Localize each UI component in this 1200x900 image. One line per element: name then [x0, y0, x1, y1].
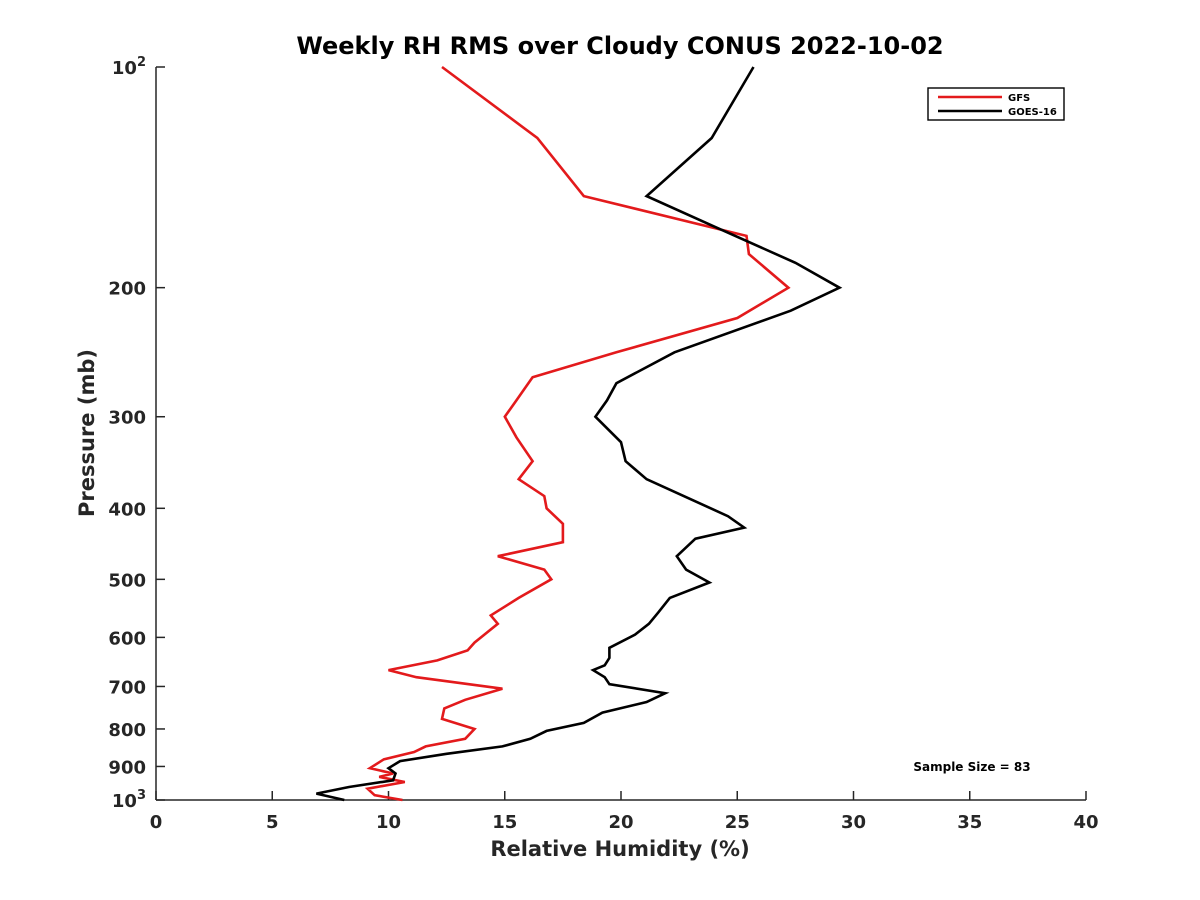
y-tick-label-4: 500 — [108, 570, 146, 591]
x-axis-label: Relative Humidity (%) — [490, 837, 749, 861]
x-tick-label-8: 40 — [1073, 812, 1098, 833]
plot-area: 0 5 10 15 20 25 30 35 40 102 200 300 400 500 600 700 80… — [108, 55, 1098, 833]
sample-size-annotation: Sample Size = 83 — [913, 760, 1030, 774]
series-line-gfs — [364, 65, 791, 802]
chart-title: Weekly RH RMS over Cloudy CONUS 2022-10-… — [296, 32, 943, 60]
legend: GFS GOES-16 — [927, 87, 1065, 121]
x-tick-label-0: 0 — [150, 812, 163, 833]
legend-label-gfs: GFS — [1008, 93, 1030, 104]
x-axis-ticks: 0 5 10 15 20 25 30 35 40 — [150, 791, 1099, 833]
y-tick-label-2: 300 — [108, 408, 146, 429]
x-tick-label-1: 5 — [266, 812, 279, 833]
y-tick-label-5: 600 — [108, 628, 146, 649]
legend-label-goes16: GOES-16 — [1008, 107, 1057, 118]
x-tick-label-6: 30 — [841, 812, 866, 833]
legend-box — [927, 87, 1065, 121]
y-tick-label-7: 800 — [108, 720, 146, 741]
y-axis-label: Pressure (mb) — [75, 349, 99, 517]
x-tick-label-4: 20 — [608, 812, 633, 833]
x-tick-label-7: 35 — [957, 812, 982, 833]
series-line-goes-16 — [316, 66, 843, 802]
y-tick-label-0: 102 — [112, 55, 146, 79]
y-tick-label-9: 103 — [112, 788, 146, 812]
y-axis-ticks: 102 200 300 400 500 600 700 800 900 103 — [108, 55, 165, 812]
x-tick-label-5: 25 — [725, 812, 750, 833]
x-tick-label-3: 15 — [492, 812, 517, 833]
series-layer — [316, 65, 843, 802]
y-tick-label-1: 200 — [108, 279, 146, 300]
y-tick-label-3: 400 — [108, 499, 146, 520]
x-tick-label-2: 10 — [376, 812, 401, 833]
y-tick-label-6: 700 — [108, 677, 146, 698]
y-tick-label-8: 900 — [108, 757, 146, 778]
